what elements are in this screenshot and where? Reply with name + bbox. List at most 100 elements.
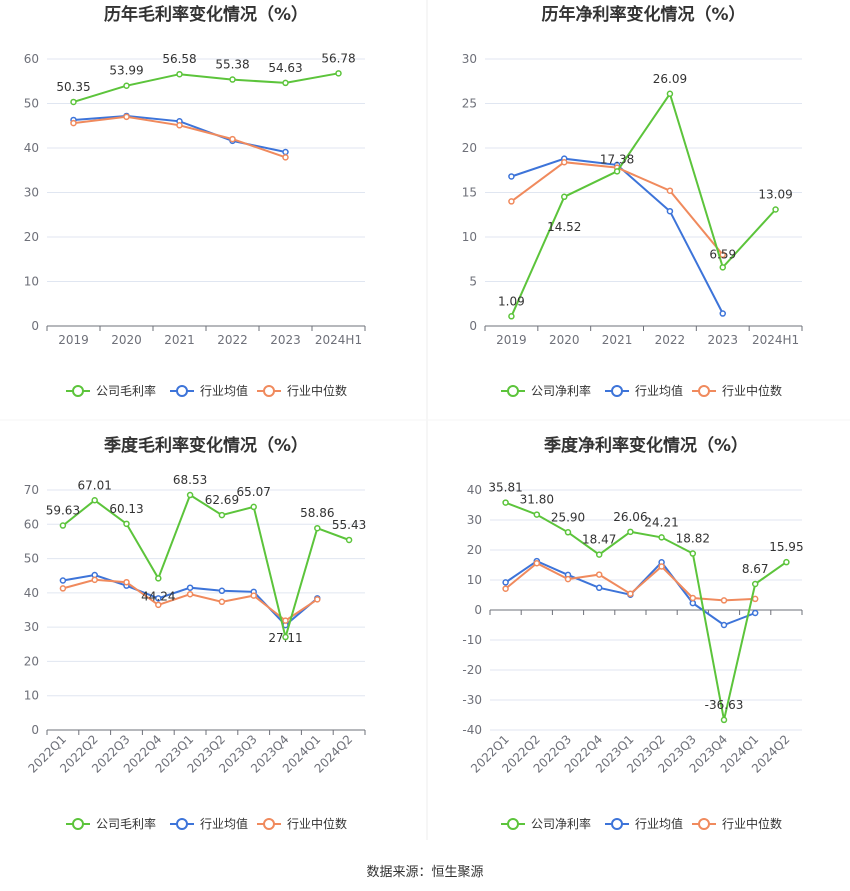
y-tick-label: 30 [24, 620, 39, 634]
legend-marker-avg [611, 818, 623, 830]
data-point-company [229, 76, 236, 83]
legend-label-company: 公司净利率 [531, 383, 591, 398]
legend-label-median: 行业中位数 [722, 383, 782, 398]
chart-title: 历年净利率变化情况（%） [541, 4, 745, 25]
legend-item-company: 公司毛利率 [66, 816, 156, 831]
x-tick-label: 2024H1 [752, 333, 799, 347]
data-point-median [719, 251, 726, 259]
legend-marker-median [263, 385, 275, 397]
y-tick-label: 30 [467, 513, 482, 527]
series-line-company [73, 72, 339, 103]
legend-item-avg: 行业均值 [605, 383, 683, 398]
data-point-company [345, 536, 353, 544]
chart-title: 季度毛利率变化情况（%） [104, 435, 308, 456]
data-point-company [564, 529, 572, 536]
data-point-company [627, 528, 634, 536]
data-label: 15.95 [769, 540, 803, 554]
data-point-company [783, 558, 790, 566]
x-tick-label: 2021 [602, 333, 633, 347]
data-point-company [123, 82, 130, 89]
legend-label-avg: 行业均值 [200, 816, 248, 831]
data-label: 50.35 [56, 80, 90, 94]
data-point-median [751, 595, 759, 603]
series-median [59, 576, 321, 624]
chart-1: 历年毛利率变化情况（%） 0 10 20 30 40 50 60 2019 2020 2021 202… [24, 4, 366, 398]
data-point-avg [502, 579, 509, 586]
legend-item-company: 公司毛利率 [66, 383, 156, 398]
y-tick-label: 5 [469, 275, 477, 289]
y-tick-label: 10 [462, 230, 477, 244]
data-label: 56.78 [321, 51, 355, 65]
legend-item-median: 行业中位数 [692, 383, 782, 398]
legend-marker-median [263, 818, 275, 830]
data-point-company [658, 534, 665, 541]
y-tick-label: 20 [467, 543, 482, 557]
legend-label-avg: 行业均值 [635, 383, 683, 398]
data-label: 26.09 [653, 72, 687, 86]
legend-marker-median [698, 385, 710, 397]
legend-label-avg: 行业均值 [200, 383, 248, 398]
x-tick-label: 2019 [496, 333, 527, 347]
data-label: 24.21 [644, 515, 678, 529]
y-tick-label: -20 [462, 663, 482, 677]
data-point-company [218, 511, 226, 519]
y-tick-label: 10 [467, 573, 482, 587]
data-point-company [123, 520, 130, 528]
data-point-company [335, 70, 342, 77]
data-point-company [282, 633, 289, 641]
legend-marker-company [507, 385, 519, 397]
data-point-median [689, 594, 697, 602]
data-label: 6.59 [709, 247, 736, 261]
chart-title: 季度净利率变化情况（%） [544, 435, 748, 456]
data-label: 56.58 [162, 52, 196, 66]
data-label: 55.38 [215, 58, 249, 72]
series-line-avg [511, 157, 724, 314]
data-point-company [595, 551, 603, 558]
data-point-company [666, 90, 674, 98]
data-label: 14.52 [547, 220, 581, 234]
x-tick-label: 2021 [164, 333, 195, 347]
series-median [502, 559, 759, 604]
data-point-company [282, 79, 289, 87]
legend-item-median: 行业中位数 [692, 816, 782, 831]
chart-3: 季度毛利率变化情况（%）0102030405060702022Q12022Q22… [24, 435, 367, 831]
y-tick-label: 30 [462, 52, 477, 66]
data-label: 35.81 [488, 481, 522, 495]
data-point-company [176, 70, 183, 78]
data-label: 68.53 [173, 473, 207, 487]
data-label: 67.01 [78, 478, 112, 492]
data-label: 54.63 [268, 61, 302, 75]
data-point-median [123, 578, 130, 586]
y-tick-label: 60 [24, 52, 39, 66]
y-tick-label: 20 [24, 230, 39, 244]
data-point-avg [186, 584, 194, 591]
data-point-company [719, 264, 726, 271]
y-tick-label: 40 [24, 141, 39, 155]
legend-item-avg: 行业均值 [170, 383, 248, 398]
data-point-median [155, 601, 162, 609]
legend-label-median: 行业中位数 [722, 816, 782, 831]
data-label: 60.13 [109, 502, 143, 516]
data-point-avg [282, 148, 289, 156]
chart-title: 历年毛利率变化情况（%） [104, 4, 308, 25]
series-line-avg [62, 573, 318, 627]
data-point-avg [666, 207, 674, 215]
legend-item-avg: 行业均值 [170, 816, 248, 831]
data-point-median [561, 158, 568, 166]
y-tick-label: 50 [24, 97, 39, 111]
y-tick-label: 40 [467, 483, 482, 497]
data-point-median [186, 590, 194, 598]
legend-marker-median [698, 818, 710, 830]
y-tick-label: 20 [24, 654, 39, 668]
y-tick-label: 0 [469, 319, 477, 333]
data-label: 65.07 [237, 485, 271, 499]
y-tick-label: 40 [24, 586, 39, 600]
legend: 公司毛利率 行业均值 行业中位数 [66, 383, 347, 398]
y-tick-label: 50 [24, 552, 39, 566]
data-label: 53.99 [109, 64, 143, 78]
data-label: 25.90 [551, 510, 585, 524]
x-tick-label: 2022 [655, 333, 686, 347]
y-tick-label: 25 [462, 97, 477, 111]
series-company: 50.35 53.99 56.58 55.38 54.63 56.78 [56, 51, 356, 106]
